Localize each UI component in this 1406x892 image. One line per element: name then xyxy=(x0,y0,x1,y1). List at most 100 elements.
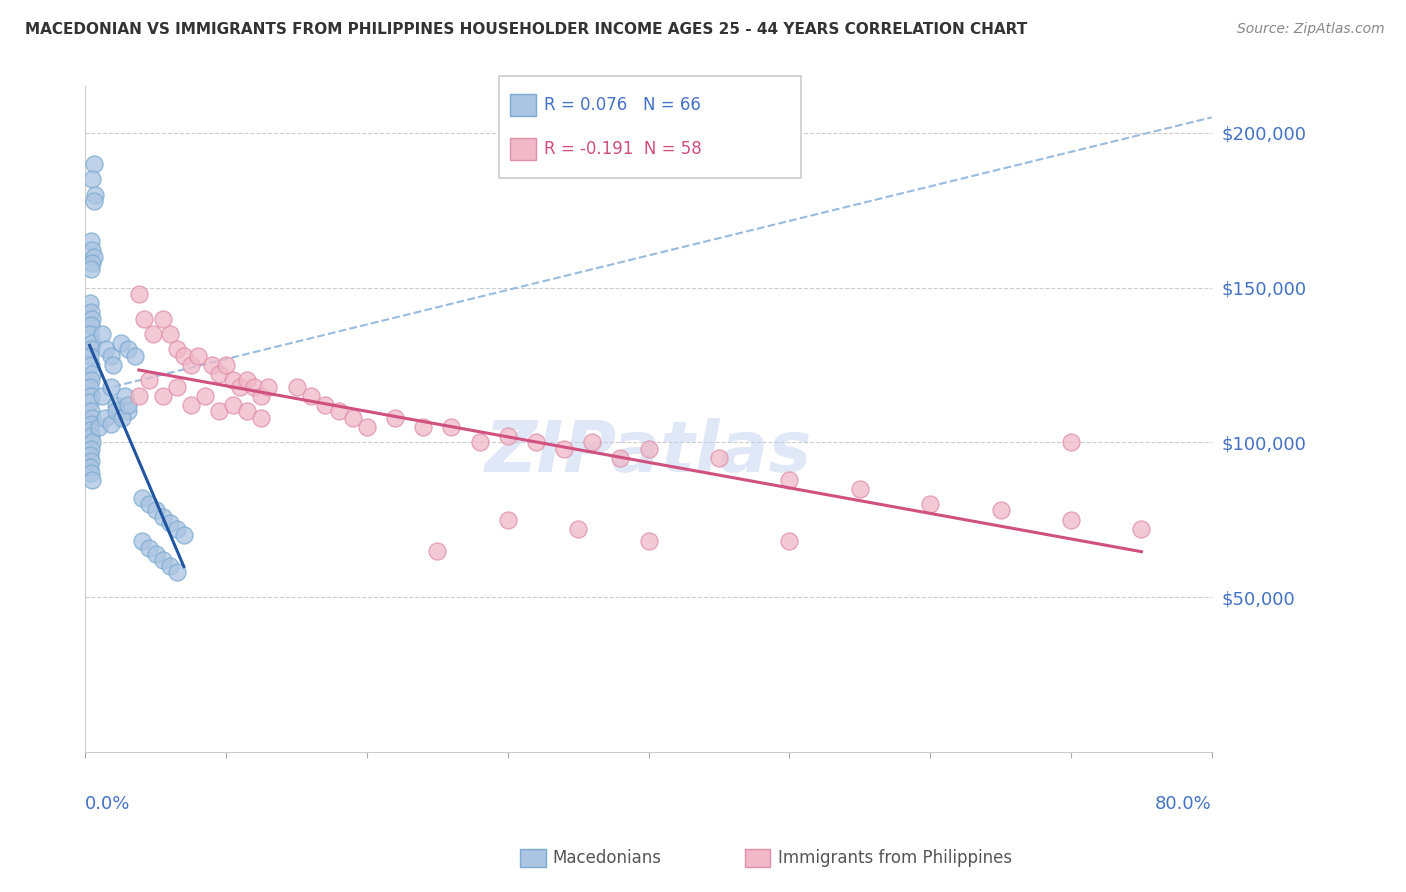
Point xyxy=(117,398,139,412)
Point xyxy=(100,417,122,431)
Point xyxy=(79,349,101,363)
Point xyxy=(82,410,104,425)
Point xyxy=(285,379,308,393)
Point xyxy=(180,398,202,412)
Point xyxy=(180,358,202,372)
Point xyxy=(1130,522,1153,536)
Point xyxy=(100,349,122,363)
Point xyxy=(159,326,181,341)
Point xyxy=(208,404,231,418)
Point xyxy=(299,389,322,403)
Point xyxy=(103,358,125,372)
Point xyxy=(80,389,103,403)
Point xyxy=(778,473,800,487)
Point xyxy=(166,566,188,580)
Point xyxy=(468,435,491,450)
Point xyxy=(138,497,160,511)
Point xyxy=(1060,513,1083,527)
Point xyxy=(236,404,259,418)
Point xyxy=(159,559,181,574)
Point xyxy=(173,528,195,542)
Point xyxy=(80,429,103,443)
Point xyxy=(105,398,128,412)
Point xyxy=(496,429,519,443)
Point xyxy=(920,497,942,511)
Point xyxy=(117,343,139,357)
Point xyxy=(80,442,103,456)
Point xyxy=(80,262,103,277)
Point xyxy=(342,410,364,425)
Point xyxy=(201,358,224,372)
Point xyxy=(124,349,146,363)
Point xyxy=(152,509,174,524)
Point xyxy=(105,404,128,418)
Point xyxy=(79,423,101,437)
Point xyxy=(222,398,245,412)
Text: Source: ZipAtlas.com: Source: ZipAtlas.com xyxy=(1237,22,1385,37)
Point xyxy=(848,482,870,496)
Point xyxy=(152,311,174,326)
Point xyxy=(314,398,336,412)
Point xyxy=(609,450,631,465)
Point xyxy=(128,286,150,301)
Point xyxy=(80,454,103,468)
Point xyxy=(134,311,156,326)
Point xyxy=(328,404,350,418)
Point xyxy=(637,534,659,549)
Point xyxy=(80,358,103,372)
Point xyxy=(91,326,114,341)
Text: Immigrants from Philippines: Immigrants from Philippines xyxy=(778,849,1012,867)
Point xyxy=(159,516,181,530)
Point xyxy=(79,460,101,475)
Point xyxy=(152,553,174,567)
Point xyxy=(166,343,188,357)
Point xyxy=(412,420,434,434)
Point xyxy=(128,389,150,403)
Point xyxy=(80,374,103,388)
Point xyxy=(152,389,174,403)
Point xyxy=(83,157,105,171)
Point xyxy=(79,379,101,393)
Point xyxy=(440,420,463,434)
Text: R = -0.191  N = 58: R = -0.191 N = 58 xyxy=(544,140,702,158)
Point xyxy=(145,503,167,517)
Point xyxy=(82,256,104,270)
Point xyxy=(131,491,153,505)
Point xyxy=(83,250,105,264)
Point xyxy=(145,547,167,561)
Point xyxy=(100,379,122,393)
Point xyxy=(637,442,659,456)
Point xyxy=(250,389,273,403)
Point xyxy=(91,389,114,403)
Point xyxy=(131,534,153,549)
Point xyxy=(82,244,104,258)
Point xyxy=(94,410,117,425)
Point xyxy=(236,374,259,388)
Point xyxy=(426,543,449,558)
Point xyxy=(80,417,103,431)
Point xyxy=(567,522,589,536)
Point xyxy=(79,326,101,341)
Point xyxy=(79,395,101,409)
Point xyxy=(257,379,280,393)
Point xyxy=(89,420,111,434)
Point xyxy=(82,336,104,351)
Point xyxy=(222,374,245,388)
Point xyxy=(80,305,103,319)
Point xyxy=(356,420,378,434)
Point xyxy=(80,404,103,418)
Point xyxy=(229,379,252,393)
Point xyxy=(166,522,188,536)
Point xyxy=(707,450,730,465)
Point xyxy=(83,194,105,208)
Point xyxy=(173,349,195,363)
Point xyxy=(82,311,104,326)
Point xyxy=(110,336,132,351)
Point xyxy=(82,473,104,487)
Point xyxy=(1060,435,1083,450)
Point xyxy=(79,296,101,310)
Point xyxy=(384,410,406,425)
Point xyxy=(194,389,217,403)
Point xyxy=(215,358,238,372)
Point xyxy=(778,534,800,549)
